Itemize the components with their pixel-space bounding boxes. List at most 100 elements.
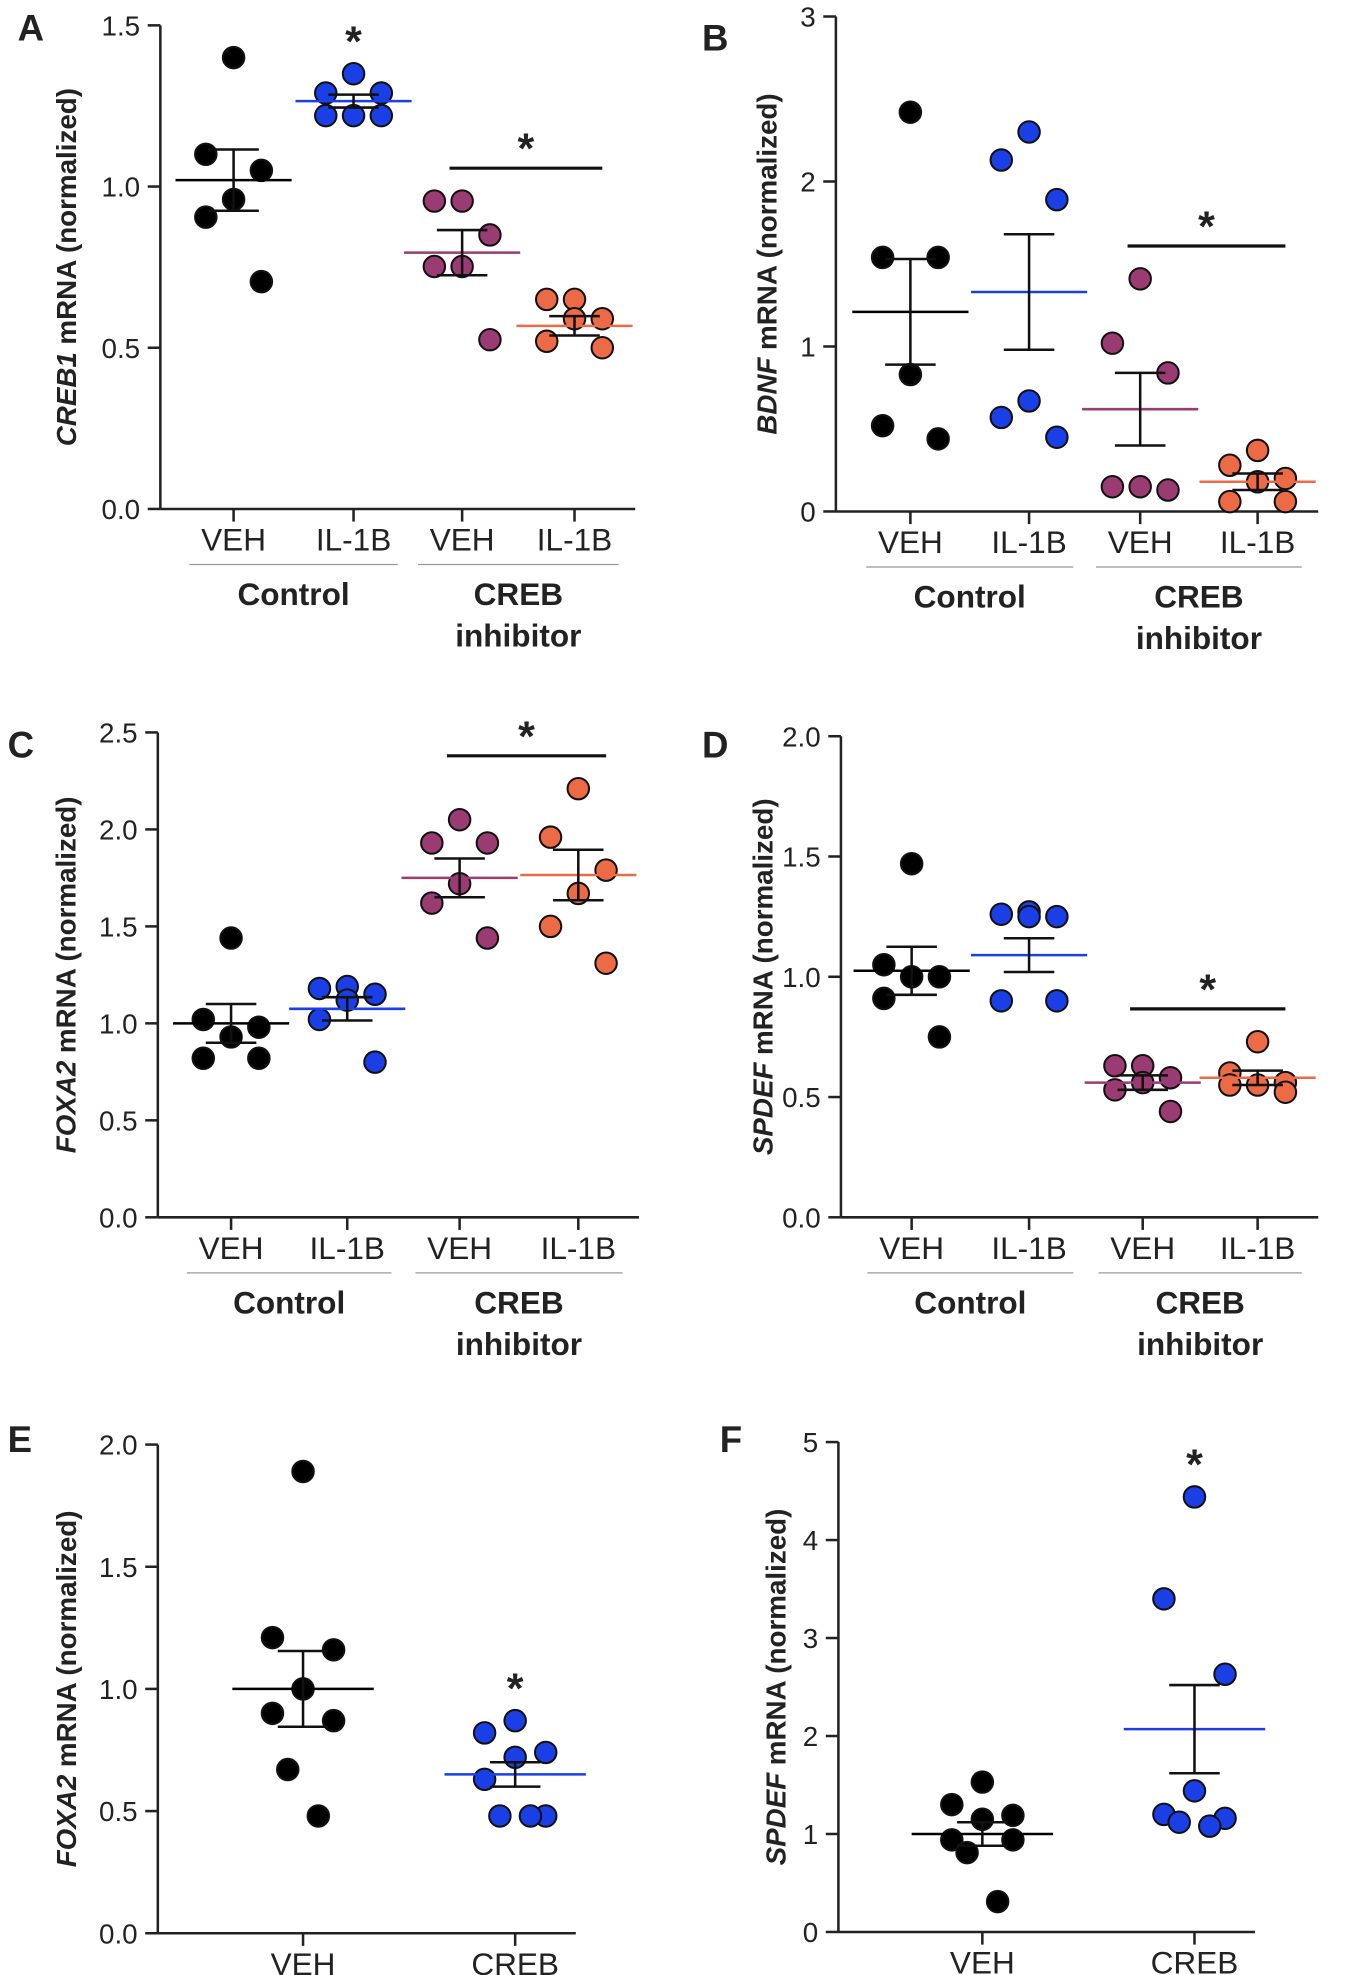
- data-point: [927, 1025, 952, 1049]
- panel-letter: F: [720, 1419, 742, 1460]
- data-point: [276, 1757, 300, 1782]
- error-bar: [328, 93, 379, 109]
- error-bar: [434, 857, 485, 899]
- y-tick-label: 1.0: [102, 172, 141, 203]
- group-label: CREB inhibitor: [455, 576, 581, 654]
- data-point: [872, 952, 896, 977]
- error-bar: [205, 1002, 257, 1045]
- y-axis-label: SPDEF mRNA (normalized): [748, 798, 779, 1155]
- data-point: [1158, 1066, 1183, 1090]
- panel-letter: C: [8, 725, 34, 766]
- error-bar: [1232, 472, 1283, 492]
- data-point: [870, 245, 895, 270]
- data-point: [450, 189, 474, 213]
- x-tick-label: VEH: [427, 1230, 492, 1266]
- error-bar: [208, 148, 259, 212]
- y-tick-label: 2.0: [99, 1430, 138, 1461]
- data-point: [590, 306, 615, 331]
- data-point: [249, 158, 274, 183]
- data-point: [926, 245, 950, 270]
- y-label-text: mRNA (normalized): [51, 796, 82, 1053]
- error-bar: [277, 1649, 329, 1729]
- panel: D SPDEF mRNA (normalized) 0.0 0.5 1.0 1.5 2.0 VE…: [702, 721, 1319, 1362]
- y-tick-label: 2.0: [99, 815, 138, 846]
- y-tick-label: 2: [803, 1721, 818, 1752]
- y-label-gene: FOXA2: [51, 1774, 82, 1867]
- data-point: [488, 1804, 512, 1828]
- panel: A CREB1 mRNA (normalized) 0.0 0.5 1.0 1.5 VEH IL…: [18, 8, 636, 654]
- data-point: [1001, 1803, 1025, 1828]
- data-point: [1045, 989, 1069, 1013]
- data-point: [472, 1721, 497, 1745]
- data-point: [247, 1046, 271, 1071]
- panel: F SPDEF mRNA (normalized) 0 1 2 3 4 5 VEH CREB *: [720, 1419, 1266, 1975]
- data-point: [872, 986, 896, 1011]
- data-point: [306, 1804, 331, 1828]
- data-point: [260, 1701, 285, 1726]
- error-bar: [885, 257, 936, 366]
- data-point: [1182, 1485, 1207, 1509]
- x-tick-label: VEH: [950, 1945, 1015, 1975]
- data-point: [363, 982, 387, 1007]
- y-tick-label: 0.5: [782, 1082, 821, 1113]
- error-bar: [553, 848, 604, 902]
- data-point: [369, 103, 394, 128]
- data-point: [534, 329, 559, 354]
- error-bar: [1003, 937, 1055, 974]
- data-point: [420, 831, 444, 855]
- y-label-gene: FOXA2: [51, 1060, 82, 1153]
- y-tick-label: 1: [803, 1819, 818, 1850]
- data-point: [314, 81, 338, 105]
- panel-letter: B: [702, 18, 728, 59]
- error-bar: [1169, 1683, 1220, 1775]
- x-tick-label: VEH: [878, 524, 943, 560]
- data-point: [1128, 267, 1152, 291]
- data-point: [899, 851, 924, 876]
- y-tick-label: 1.0: [782, 962, 821, 993]
- data-point: [1218, 453, 1242, 478]
- x-tick-label: VEH: [271, 1946, 336, 1975]
- y-axis-label: BDNF mRNA (normalized): [752, 93, 783, 434]
- y-label-gene: SPDEF: [760, 1772, 791, 1866]
- y-tick-label: 1.0: [99, 1674, 138, 1705]
- significance-star: *: [507, 1665, 524, 1713]
- data-point: [1045, 425, 1069, 449]
- x-tick-label: IL-1B: [316, 522, 391, 558]
- data-point: [533, 1740, 558, 1765]
- y-tick-label: 2.0: [782, 721, 821, 752]
- y-tick-label: 1.5: [782, 842, 821, 873]
- data-point: [955, 1840, 979, 1865]
- data-point: [989, 989, 1014, 1013]
- data-point: [249, 269, 274, 294]
- x-tick-label: VEH: [879, 1230, 944, 1266]
- x-tick-label: IL-1B: [991, 524, 1066, 560]
- y-tick-label: 2: [800, 167, 815, 198]
- data-point: [447, 807, 472, 832]
- data-point: [291, 1459, 315, 1484]
- data-point: [1213, 1662, 1237, 1687]
- data-point: [314, 103, 338, 128]
- error-bar: [436, 228, 488, 277]
- group-label: Control: [233, 1284, 345, 1320]
- group-label: Control: [237, 576, 349, 612]
- group-label: Control: [914, 578, 1026, 614]
- data-point: [1128, 474, 1152, 499]
- error-bar: [321, 995, 373, 1022]
- data-point: [247, 1015, 271, 1039]
- y-label-gene: SPDEF: [748, 1062, 779, 1156]
- data-point: [1152, 1587, 1176, 1611]
- x-tick-label: VEH: [199, 1230, 264, 1266]
- data-point: [1158, 1099, 1183, 1124]
- data-point: [590, 336, 615, 360]
- data-point: [989, 902, 1014, 926]
- data-point: [1167, 1810, 1191, 1834]
- data-point: [518, 1804, 543, 1828]
- y-label-text: mRNA (normalized): [760, 1509, 791, 1766]
- y-tick-label: 1: [800, 332, 815, 363]
- significance-star: *: [518, 713, 535, 761]
- significance-star: *: [518, 125, 535, 173]
- y-tick-label: 1.5: [99, 1552, 138, 1583]
- x-tick-label: IL-1B: [991, 1230, 1066, 1266]
- data-point: [1017, 120, 1041, 144]
